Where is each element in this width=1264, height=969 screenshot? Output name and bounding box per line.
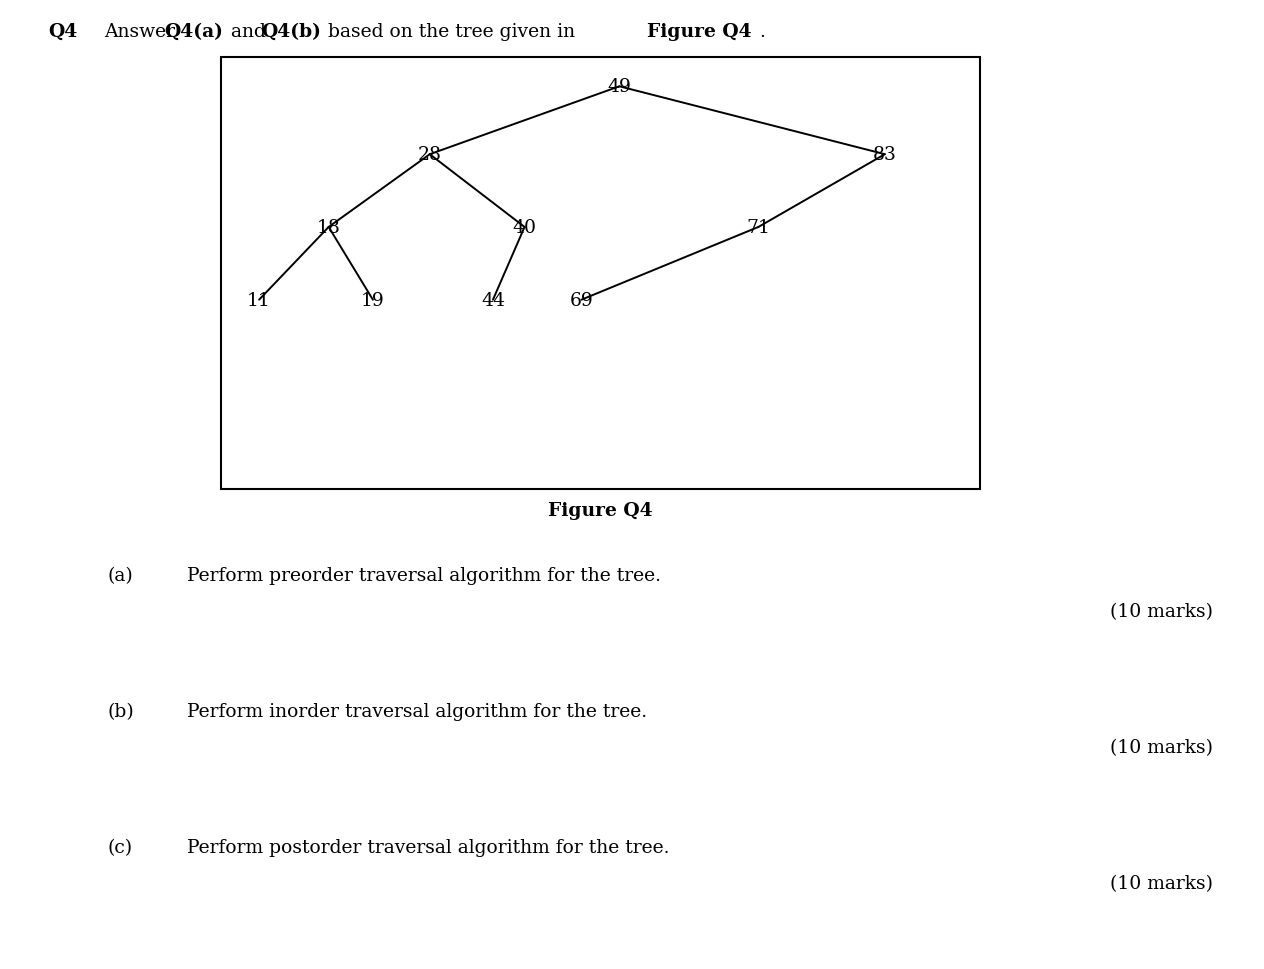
Text: 11: 11 xyxy=(248,292,270,309)
Text: Figure Q4: Figure Q4 xyxy=(549,502,652,520)
Text: Q4(a): Q4(a) xyxy=(164,23,224,41)
Text: Q4: Q4 xyxy=(48,23,77,41)
Text: and: and xyxy=(225,23,272,41)
Text: 40: 40 xyxy=(513,219,536,236)
Bar xyxy=(221,58,980,489)
Text: 69: 69 xyxy=(570,292,593,309)
Text: 49: 49 xyxy=(608,78,631,96)
Text: 71: 71 xyxy=(747,219,770,236)
Text: 44: 44 xyxy=(482,292,504,309)
Text: (10 marks): (10 marks) xyxy=(1111,738,1213,757)
Text: (a): (a) xyxy=(107,567,133,585)
Text: (c): (c) xyxy=(107,838,133,857)
Text: Perform preorder traversal algorithm for the tree.: Perform preorder traversal algorithm for… xyxy=(187,567,661,585)
Text: Answer: Answer xyxy=(104,23,181,41)
Text: (10 marks): (10 marks) xyxy=(1111,874,1213,892)
Text: Perform inorder traversal algorithm for the tree.: Perform inorder traversal algorithm for … xyxy=(187,703,647,721)
Text: Q4(b): Q4(b) xyxy=(262,23,321,41)
Text: .: . xyxy=(760,23,766,41)
Text: 83: 83 xyxy=(873,146,896,164)
Text: Perform postorder traversal algorithm for the tree.: Perform postorder traversal algorithm fo… xyxy=(187,838,670,857)
Text: based on the tree given in: based on the tree given in xyxy=(322,23,581,41)
Text: Figure Q4: Figure Q4 xyxy=(647,23,752,41)
Text: 19: 19 xyxy=(362,292,384,309)
Text: (b): (b) xyxy=(107,703,134,721)
Text: 28: 28 xyxy=(418,146,441,164)
Text: 18: 18 xyxy=(317,219,340,236)
Text: (10 marks): (10 marks) xyxy=(1111,603,1213,621)
